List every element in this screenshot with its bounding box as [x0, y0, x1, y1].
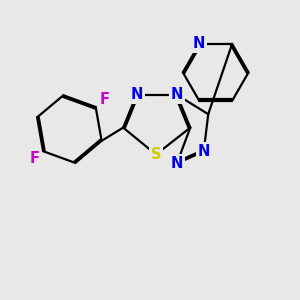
Text: N: N [171, 156, 183, 171]
Text: S: S [151, 147, 161, 162]
Text: F: F [99, 92, 110, 107]
Text: N: N [130, 87, 143, 102]
Text: F: F [29, 151, 39, 166]
Text: N: N [198, 144, 210, 159]
Text: N: N [171, 87, 183, 102]
Text: N: N [193, 36, 206, 51]
